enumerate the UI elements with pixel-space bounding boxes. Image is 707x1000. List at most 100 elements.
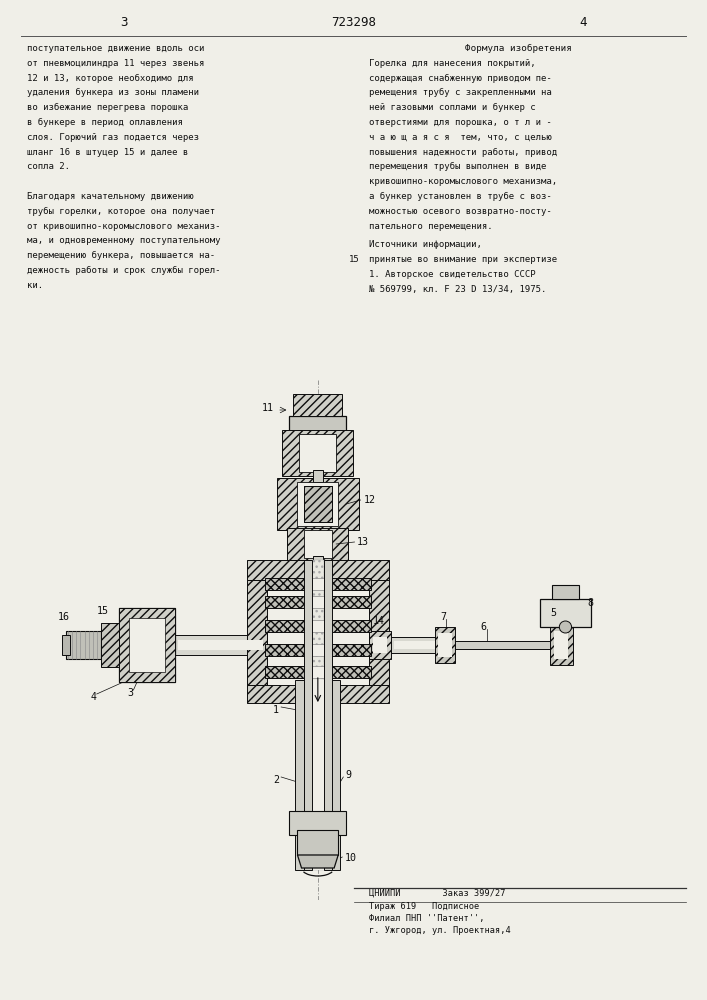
Bar bbox=[247, 685, 389, 703]
Text: ч а ю щ а я с я  тем, что, с целью: ч а ю щ а я с я тем, что, с целью bbox=[369, 133, 551, 142]
Bar bbox=[119, 608, 175, 682]
Text: Филиал ПНП ''Патент'',: Филиал ПНП ''Патент'', bbox=[369, 914, 484, 923]
Text: сопла 2.: сопла 2. bbox=[27, 162, 70, 171]
Text: содержащая снабженную приводом пе-: содержащая снабженную приводом пе- bbox=[369, 74, 551, 83]
Text: Горелка для нанесения покрытий,: Горелка для нанесения покрытий, bbox=[369, 59, 536, 68]
Text: № 569799, кл. F 23 D 13/34, 1975.: № 569799, кл. F 23 D 13/34, 1975. bbox=[369, 285, 547, 294]
Bar bbox=[296, 680, 303, 870]
Bar bbox=[310, 596, 326, 608]
Bar bbox=[332, 680, 340, 870]
Bar bbox=[395, 641, 437, 649]
Text: 9: 9 bbox=[345, 770, 351, 780]
Text: г. Ужгород, ул. Проектная,4: г. Ужгород, ул. Проектная,4 bbox=[369, 926, 510, 935]
Bar bbox=[119, 608, 175, 682]
Text: Тираж 619   Подписное: Тираж 619 Подписное bbox=[369, 902, 479, 911]
Text: 7: 7 bbox=[440, 612, 446, 622]
Text: в бункере в период оплавления: в бункере в период оплавления bbox=[27, 118, 182, 127]
Bar bbox=[312, 470, 323, 482]
Bar bbox=[303, 680, 332, 870]
Text: кривошипно-коромыслового механизма,: кривошипно-коромыслового механизма, bbox=[369, 177, 557, 186]
Text: 14: 14 bbox=[373, 616, 385, 626]
Bar bbox=[298, 482, 338, 526]
Bar bbox=[287, 528, 349, 560]
Text: удаления бункера из зоны пламени: удаления бункера из зоны пламени bbox=[27, 88, 199, 97]
Bar bbox=[178, 640, 263, 650]
Text: 13: 13 bbox=[356, 537, 368, 547]
Text: 16: 16 bbox=[58, 612, 70, 622]
Text: 1. Авторское свидетельство СССР: 1. Авторское свидетельство СССР bbox=[369, 270, 536, 279]
Bar bbox=[312, 556, 323, 578]
Bar bbox=[265, 596, 371, 608]
Text: а бункер установлен в трубе с воз-: а бункер установлен в трубе с воз- bbox=[369, 192, 551, 201]
Text: 1: 1 bbox=[273, 705, 279, 715]
Polygon shape bbox=[298, 855, 338, 868]
Text: 5: 5 bbox=[550, 608, 556, 618]
Text: повышения надежности работы, привод: повышения надежности работы, привод bbox=[369, 148, 557, 157]
Bar bbox=[310, 578, 326, 590]
Bar bbox=[265, 620, 371, 632]
Bar bbox=[293, 394, 342, 416]
Bar bbox=[540, 599, 591, 627]
Text: во избежание перегрева порошка: во избежание перегрева порошка bbox=[27, 103, 188, 112]
Bar bbox=[552, 585, 578, 599]
Text: от кривошипно-коромыслового механиз-: от кривошипно-коромыслового механиз- bbox=[27, 222, 221, 231]
Bar bbox=[289, 811, 346, 835]
Text: 6: 6 bbox=[481, 622, 487, 632]
Bar bbox=[303, 560, 312, 870]
Bar bbox=[554, 631, 568, 659]
Text: шланг 16 в штуцер 15 и далее в: шланг 16 в штуцер 15 и далее в bbox=[27, 148, 188, 157]
Bar bbox=[300, 434, 337, 472]
Bar bbox=[550, 625, 573, 665]
Text: 4: 4 bbox=[580, 16, 587, 29]
Text: 2: 2 bbox=[273, 775, 279, 785]
Bar bbox=[369, 580, 389, 685]
Text: ки.: ки. bbox=[27, 281, 43, 290]
Bar bbox=[265, 666, 371, 678]
Bar bbox=[435, 627, 455, 663]
Bar bbox=[369, 631, 391, 659]
Bar bbox=[267, 580, 369, 685]
Circle shape bbox=[559, 621, 571, 633]
Bar bbox=[373, 637, 387, 653]
Bar bbox=[247, 580, 267, 685]
Text: дежность работы и срок службы горел-: дежность работы и срок службы горел- bbox=[27, 266, 221, 275]
Bar bbox=[265, 578, 371, 590]
Text: отверстиями для порошка, о т л и -: отверстиями для порошка, о т л и - bbox=[369, 118, 551, 127]
Text: от пневмоцилиндра 11 через звенья: от пневмоцилиндра 11 через звенья bbox=[27, 59, 204, 68]
Text: 11: 11 bbox=[262, 403, 274, 413]
Text: Формула изобретения: Формула изобретения bbox=[464, 44, 572, 53]
Bar bbox=[277, 478, 358, 530]
Bar bbox=[312, 560, 324, 870]
Bar bbox=[310, 620, 326, 632]
Text: Благодаря качательному движению: Благодаря качательному движению bbox=[27, 192, 194, 201]
Text: Источники информации,: Источники информации, bbox=[369, 240, 482, 249]
Bar bbox=[324, 560, 332, 870]
Bar bbox=[303, 486, 332, 522]
Bar bbox=[62, 635, 70, 655]
Text: перемещению бункера, повышается на-: перемещению бункера, повышается на- bbox=[27, 251, 215, 260]
Bar bbox=[289, 416, 346, 432]
Bar bbox=[101, 623, 119, 667]
Bar bbox=[391, 637, 437, 653]
Text: принятые во внимание при экспертизе: принятые во внимание при экспертизе bbox=[369, 255, 557, 264]
Bar bbox=[438, 633, 452, 657]
Text: 12: 12 bbox=[363, 495, 375, 505]
Bar bbox=[303, 486, 332, 522]
Bar bbox=[247, 560, 389, 580]
Text: слоя. Горючий газ подается через: слоя. Горючий газ подается через bbox=[27, 133, 199, 142]
Text: поступательное движение вдоль оси: поступательное движение вдоль оси bbox=[27, 44, 204, 53]
Text: 12 и 13, которое необходимо для: 12 и 13, которое необходимо для bbox=[27, 74, 194, 83]
Text: 10: 10 bbox=[344, 853, 356, 863]
Bar bbox=[310, 644, 326, 656]
Text: ма, и одновременному поступательному: ма, и одновременному поступательному bbox=[27, 236, 221, 245]
Text: 15: 15 bbox=[349, 255, 359, 264]
Bar bbox=[265, 644, 371, 656]
Text: 3: 3 bbox=[127, 688, 134, 698]
Bar bbox=[282, 430, 354, 476]
Bar bbox=[129, 618, 165, 672]
Bar bbox=[66, 631, 101, 659]
Text: ремещения трубу с закрепленными на: ремещения трубу с закрепленными на bbox=[369, 88, 551, 97]
Text: 3: 3 bbox=[120, 16, 127, 29]
Bar bbox=[310, 666, 326, 678]
Text: трубы горелки, которое она получает: трубы горелки, которое она получает bbox=[27, 207, 215, 216]
